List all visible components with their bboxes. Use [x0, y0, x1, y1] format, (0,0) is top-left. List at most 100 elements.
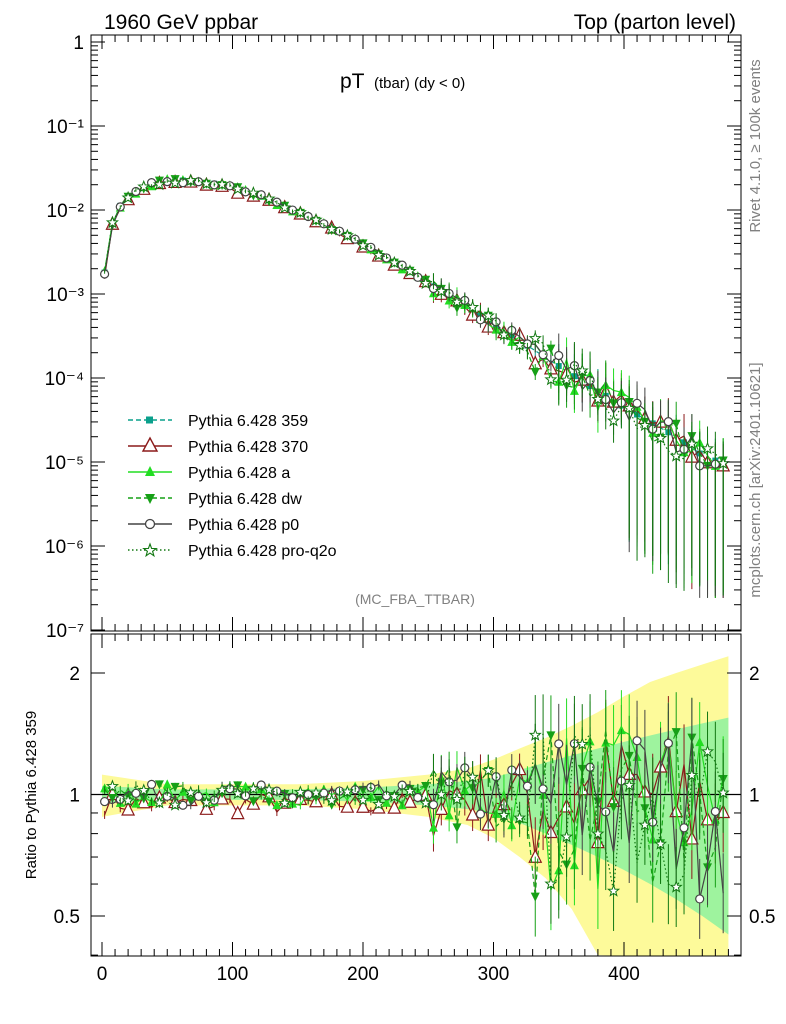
legend-entry-a: Pythia 6.428 a — [128, 465, 290, 482]
marker — [638, 817, 652, 831]
marker — [638, 418, 652, 432]
marker — [356, 798, 370, 813]
marker — [168, 798, 182, 811]
legend-entry-dw: Pythia 6.428 dw — [128, 491, 302, 508]
ratio-axis-ticks — [91, 35, 741, 956]
ratio-band-green — [102, 717, 729, 935]
ratio-y-tick-label-1: 1 — [69, 786, 80, 807]
side-label-top: Rivet 4.1.0, ≥ 100k events — [747, 59, 764, 232]
marker — [530, 892, 540, 902]
marker — [671, 728, 681, 738]
marker — [530, 367, 540, 377]
marker — [710, 806, 720, 817]
marker — [107, 794, 117, 804]
series-5 — [104, 173, 730, 596]
legend-entry-p0: Pythia 6.428 p0 — [128, 517, 299, 534]
marker — [419, 276, 433, 290]
marker — [513, 810, 527, 824]
marker — [293, 785, 307, 798]
marker — [428, 822, 438, 832]
marker — [356, 793, 370, 806]
marker — [199, 176, 213, 190]
marker — [403, 264, 417, 277]
marker — [241, 781, 251, 791]
x-tick-label-400: 400 — [608, 964, 640, 985]
marker — [546, 731, 556, 741]
marker — [544, 876, 558, 890]
marker — [215, 783, 229, 796]
ratio-y-tick-label-2: 2 — [69, 664, 80, 685]
marker — [538, 784, 548, 794]
marker — [121, 190, 135, 204]
legend-label-a: Pythia 6.428 a — [188, 465, 290, 482]
legend-label-pro-q2o: Pythia 6.428 pro-q2o — [188, 543, 337, 560]
marker — [387, 789, 401, 803]
marker — [444, 810, 454, 820]
marker — [293, 205, 307, 219]
marker — [231, 786, 245, 800]
marker — [403, 784, 417, 797]
y-tick-label-1e-4: 10⁻⁴ — [45, 369, 84, 390]
legend-entry-370: Pythia 6.428 370 — [128, 436, 308, 456]
marker — [513, 338, 527, 352]
marker — [152, 795, 166, 809]
marker — [184, 173, 198, 187]
marker — [372, 248, 386, 262]
marker — [105, 215, 119, 229]
legend-marker-359 — [146, 416, 153, 424]
marker — [607, 413, 621, 427]
header-right-label: Top (parton level) — [574, 11, 736, 34]
plot-title-sub: (tbar) (dy < 0) — [374, 75, 465, 92]
marker — [695, 894, 705, 904]
marker — [546, 344, 556, 354]
marker — [262, 782, 276, 796]
marker — [152, 177, 166, 191]
marker — [372, 797, 386, 810]
legend-marker-p0 — [144, 518, 156, 530]
marker — [100, 796, 110, 807]
marker — [121, 801, 136, 816]
marker — [387, 255, 401, 269]
marker — [278, 200, 292, 214]
marker — [528, 728, 542, 741]
marker — [162, 779, 172, 789]
ratio-y-tick-labels: 0.5 1 2 0.5 1 2 — [54, 664, 776, 928]
series-3 — [104, 175, 728, 598]
marker — [475, 809, 486, 819]
marker — [685, 436, 699, 450]
marker — [413, 792, 423, 803]
marker — [434, 284, 448, 297]
marker — [466, 770, 480, 783]
marker — [450, 792, 464, 806]
marker — [544, 372, 558, 386]
marker — [466, 300, 480, 313]
marker — [481, 308, 495, 322]
marker — [669, 880, 683, 893]
ratio-series-5 — [104, 694, 730, 931]
marker — [170, 782, 180, 792]
x-tick-label-200: 200 — [347, 964, 379, 985]
y-tick-label-1: 1 — [73, 33, 84, 54]
marker — [121, 793, 135, 807]
marker — [575, 363, 589, 377]
marker — [325, 793, 339, 807]
x-tick-labels: 0 100 200 300 400 — [97, 964, 640, 985]
legend-entry-359: Pythia 6.428 359 — [128, 413, 308, 430]
marker — [137, 179, 151, 193]
marker — [654, 837, 668, 850]
side-label-bottom: mcplots.cern.ch [arXiv:2401.10621] — [747, 362, 764, 597]
marker — [421, 781, 431, 791]
marker — [246, 781, 260, 795]
legend-marker-370 — [141, 436, 159, 452]
ratio-y-tick-label-0.5: 0.5 — [54, 907, 80, 928]
marker — [685, 768, 699, 781]
legend-marker-pro-q2o — [142, 542, 158, 558]
y-tick-label-1e-3: 10⁻³ — [47, 285, 85, 306]
marker — [199, 795, 213, 809]
marker — [554, 350, 564, 361]
marker — [497, 327, 511, 341]
top-y-tick-labels: 1 10⁻¹ 10⁻² 10⁻³ 10⁻⁴ 10⁻⁵ 10⁻⁶ 10⁻⁷ — [45, 33, 84, 642]
marker — [178, 800, 188, 810]
marker — [622, 778, 636, 792]
marker — [272, 800, 282, 810]
